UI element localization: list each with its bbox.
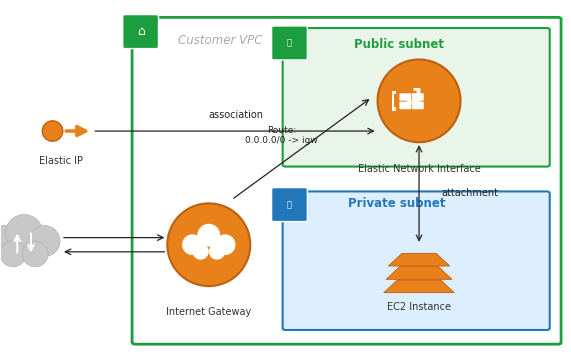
FancyBboxPatch shape	[400, 102, 411, 109]
Text: 🔒: 🔒	[287, 38, 292, 48]
Text: Private subnet: Private subnet	[348, 197, 445, 211]
Ellipse shape	[0, 226, 19, 256]
Text: ⌂: ⌂	[136, 25, 144, 38]
Ellipse shape	[29, 226, 60, 256]
Text: Internet Gateway: Internet Gateway	[166, 308, 251, 318]
FancyBboxPatch shape	[392, 91, 396, 111]
FancyBboxPatch shape	[394, 95, 397, 107]
FancyBboxPatch shape	[283, 28, 550, 166]
FancyBboxPatch shape	[272, 188, 307, 222]
Ellipse shape	[0, 241, 26, 267]
Text: ]: ]	[411, 87, 421, 107]
Ellipse shape	[377, 59, 461, 142]
Ellipse shape	[192, 243, 209, 260]
Text: association: association	[209, 110, 264, 120]
Ellipse shape	[215, 234, 235, 255]
Ellipse shape	[209, 243, 225, 260]
Text: Route:
0.0.0.0/0 -> igw: Route: 0.0.0.0/0 -> igw	[246, 126, 318, 145]
Text: Customer VPC: Customer VPC	[178, 34, 262, 47]
Text: Public subnet: Public subnet	[353, 38, 444, 50]
Text: ▪▪: ▪▪	[405, 96, 419, 106]
Ellipse shape	[167, 203, 250, 286]
Ellipse shape	[22, 241, 48, 267]
Ellipse shape	[198, 224, 220, 247]
FancyBboxPatch shape	[412, 93, 424, 101]
FancyBboxPatch shape	[123, 15, 159, 49]
Polygon shape	[384, 280, 455, 293]
Ellipse shape	[6, 214, 43, 251]
FancyBboxPatch shape	[132, 18, 561, 344]
Polygon shape	[386, 267, 452, 279]
FancyBboxPatch shape	[272, 26, 307, 60]
FancyBboxPatch shape	[283, 192, 550, 330]
Text: 🔒: 🔒	[287, 200, 292, 209]
Text: attachment: attachment	[442, 188, 498, 198]
Ellipse shape	[182, 234, 203, 255]
Ellipse shape	[42, 121, 63, 141]
Text: Elastic Network Interface: Elastic Network Interface	[357, 164, 480, 174]
Polygon shape	[388, 253, 450, 266]
Text: EC2 Instance: EC2 Instance	[387, 301, 451, 311]
Text: Elastic IP: Elastic IP	[39, 156, 83, 166]
FancyBboxPatch shape	[400, 93, 411, 101]
FancyBboxPatch shape	[412, 102, 424, 109]
